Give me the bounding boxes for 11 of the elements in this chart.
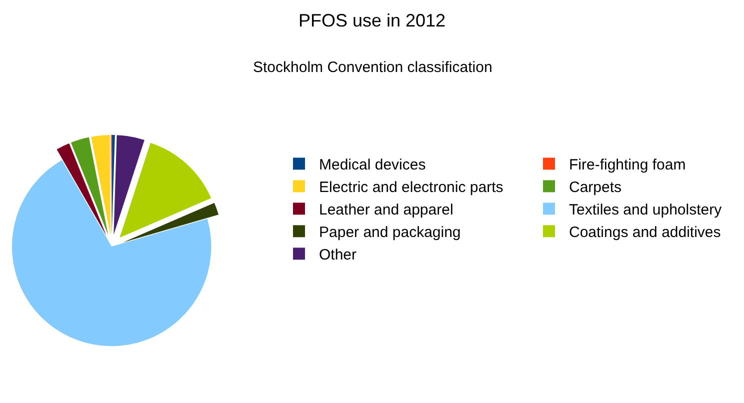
legend-label: Other [319,246,357,264]
chart-title: PFOS use in 2012 [298,10,446,30]
legend-label: Carpets [569,179,622,196]
legend-label: Paper and packaging [319,224,461,242]
legend-label: Medical devices [319,156,426,174]
legend-label: Leather and apparel [319,202,454,219]
legend-label: Fire-fighting foam [569,156,686,174]
legend-label: Coatings and additives [569,224,721,242]
legend-label: Textiles and upholstery [569,202,722,219]
legend-label: Electric and electronic parts [319,179,504,196]
chart-subtitle: Stockholm Convention classification [253,59,492,76]
